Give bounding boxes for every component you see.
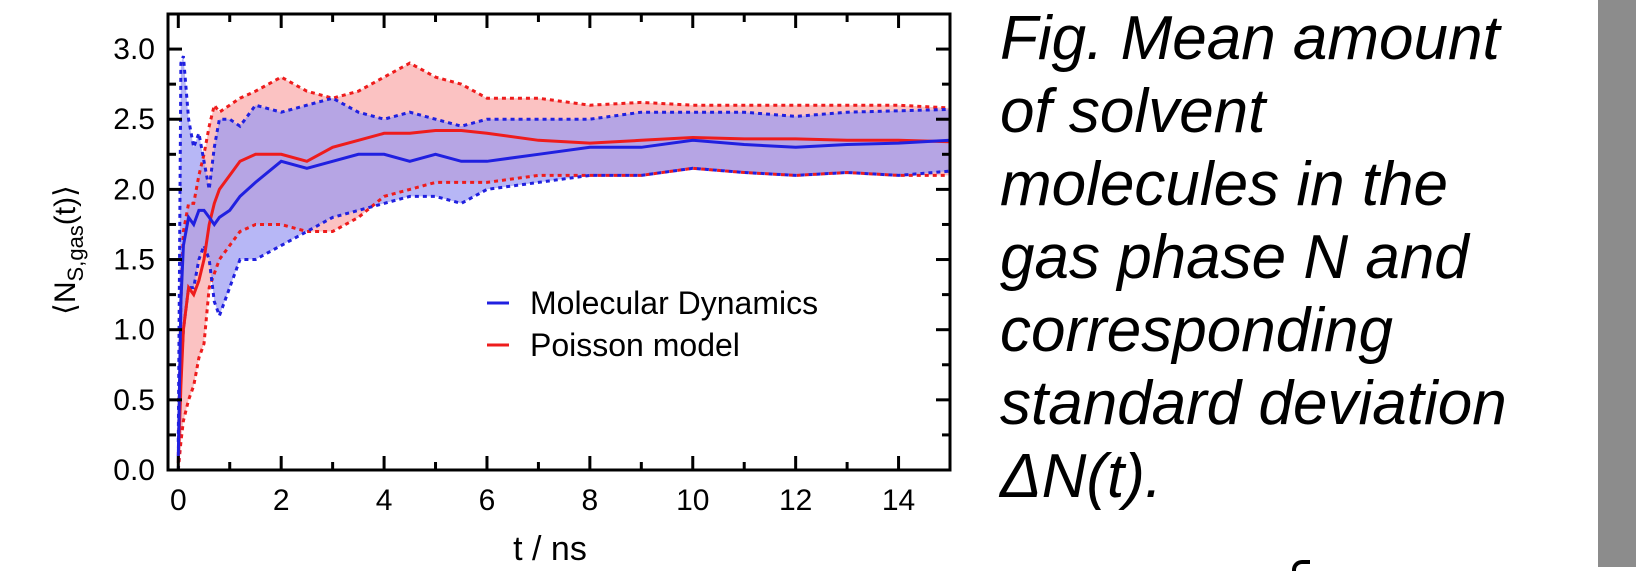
x-tick-label: 2 xyxy=(273,484,290,517)
mean-line-molecular-dynamics xyxy=(176,138,951,457)
caption-line: gas phase N and xyxy=(1000,223,1469,292)
caption-line: standard deviation xyxy=(1000,369,1507,438)
legend-label-molecular-dynamics: Molecular Dynamics xyxy=(530,285,818,321)
x-tick-labels: 0 2 4 6 8 10 12 14 xyxy=(170,484,915,517)
std-dev-bands xyxy=(178,56,951,470)
std-dev-bounds xyxy=(176,55,951,471)
y-tick-label: 2.0 xyxy=(113,173,155,206)
caption-line: corresponding xyxy=(1000,296,1393,365)
y-tick-label: 1.0 xyxy=(113,314,155,347)
figure-caption: Fig. Mean amount of solvent molecules in t… xyxy=(1000,2,1570,513)
y-tick-label: 1.5 xyxy=(113,244,155,277)
legend-label-poisson-model: Poisson model xyxy=(530,327,740,363)
caption-line: of solvent xyxy=(1000,77,1266,146)
caption-line: ΔN(t). xyxy=(1000,442,1163,511)
x-tick-label: 10 xyxy=(676,484,709,517)
band-molecular-dynamics xyxy=(178,56,951,470)
chart: 0 2 4 6 8 10 12 14 0.0 0.5 1.0 1.5 2.0 2.5 3.0 Molecu… xyxy=(49,12,952,567)
x-tick-label: 12 xyxy=(779,484,812,517)
caption-line: Fig. Mean amount xyxy=(1000,4,1500,73)
x-tick-label: 8 xyxy=(582,484,599,517)
axis-ticks xyxy=(168,14,950,472)
y-axis-label: ⟨NS,gas(t)⟩ xyxy=(49,185,88,315)
caption-line: molecules in the xyxy=(1000,150,1449,219)
x-axis-label: t / ns xyxy=(513,530,587,567)
y-tick-label: 0.0 xyxy=(113,454,155,487)
mean-lines xyxy=(176,129,951,464)
mean-line-poisson-model xyxy=(176,129,951,464)
lower-bound-molecular-dynamics xyxy=(176,166,951,471)
legend: Molecular Dynamics Poisson model xyxy=(487,285,818,363)
plot-frame xyxy=(166,12,952,472)
x-tick-label: 14 xyxy=(882,484,915,517)
x-tick-label: 0 xyxy=(170,484,187,517)
plot-border xyxy=(166,12,952,472)
x-tick-label: 6 xyxy=(479,484,496,517)
y-tick-label: 2.5 xyxy=(113,103,155,136)
y-tick-label: 0.5 xyxy=(113,384,155,417)
side-scroll-bar xyxy=(1598,0,1636,567)
x-tick-label: 4 xyxy=(376,484,393,517)
lower-bound-poisson-model xyxy=(176,166,950,471)
y-tick-labels: 0.0 0.5 1.0 1.5 2.0 2.5 3.0 xyxy=(113,33,155,487)
partial-glyph xyxy=(1292,560,1310,571)
y-tick-label: 3.0 xyxy=(113,33,155,66)
